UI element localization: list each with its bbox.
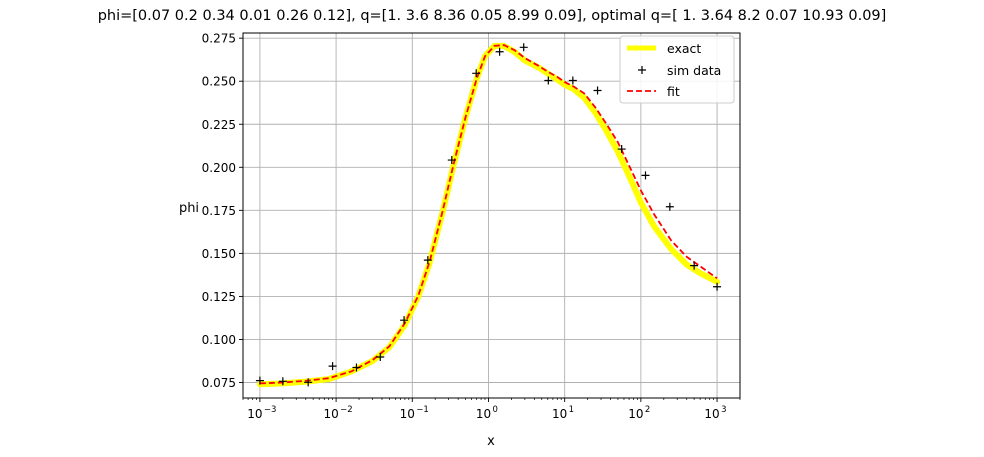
- series-layer: [255, 42, 722, 388]
- y-tick-label: 0.200: [202, 161, 236, 175]
- sim-data-point: [423, 256, 432, 265]
- sim-data-point: [328, 362, 337, 371]
- legend-sim-marker: [638, 66, 646, 74]
- y-tick-label: 0.250: [202, 75, 236, 89]
- x-tick-label: 10: [247, 407, 262, 421]
- plot-frame: [242, 32, 741, 399]
- grid-lines: [243, 33, 740, 398]
- sim-data-point: [304, 378, 313, 387]
- sim-data-point: [544, 76, 553, 85]
- legend-item: exact: [627, 41, 701, 56]
- x-tick-exponent: 0: [492, 405, 497, 415]
- y-tick-label: 0.175: [202, 204, 236, 218]
- x-tick-label: 10: [400, 407, 415, 421]
- legend-label: exact: [667, 41, 701, 56]
- x-tick-exponent: 3: [721, 405, 726, 415]
- sim-data-point: [495, 47, 504, 56]
- sim-data-point: [568, 76, 577, 85]
- x-tick-exponent: −2: [340, 405, 353, 415]
- sim-data-point: [472, 69, 481, 78]
- sim-data-point: [690, 261, 699, 270]
- x-tick-exponent: −1: [416, 405, 429, 415]
- sim-data-point: [519, 43, 528, 52]
- y-axis: 0.075 0.100 0.125 0.150 0.175 0.200 0.225 0.250…: [202, 32, 243, 390]
- y-tick-label: 0.150: [202, 247, 236, 261]
- sim-data-point: [447, 156, 456, 165]
- legend: exact sim data fit: [619, 35, 735, 104]
- sim-data-point: [376, 353, 385, 362]
- x-tick-label: 10: [628, 407, 643, 421]
- sim-data-point: [400, 316, 409, 325]
- legend-item: fit: [627, 84, 680, 99]
- sim-data-point: [665, 202, 674, 211]
- y-tick-label: 0.225: [202, 118, 236, 132]
- sim-data-point: [278, 377, 287, 386]
- x-tick-exponent: 2: [645, 405, 650, 415]
- sim-data-point: [352, 363, 361, 372]
- x-tick-label: 10: [552, 407, 567, 421]
- sim-data-point: [713, 282, 722, 291]
- x-tick-exponent: −3: [264, 405, 277, 415]
- fit-series-line: [259, 44, 718, 385]
- sim-data-point: [617, 145, 626, 154]
- sim-data-point: [641, 171, 650, 180]
- y-tick-label: 0.075: [202, 376, 236, 390]
- x-axis-label: x: [487, 434, 495, 449]
- legend-label: fit: [667, 84, 680, 99]
- y-tick-label: 0.100: [202, 333, 236, 347]
- x-tick-label: 10: [323, 407, 338, 421]
- chart-title: phi=[0.07 0.2 0.34 0.01 0.26 0.12], q=[1…: [98, 8, 887, 24]
- legend-box: [619, 35, 735, 104]
- y-axis-label: phi: [179, 201, 199, 216]
- x-axis: 10 −3 10 −2 10 −1 10 0 10 1 10 2 10 3: [242, 398, 741, 421]
- y-tick-label: 0.275: [202, 32, 236, 46]
- x-tick-label: 10: [476, 407, 491, 421]
- sim-data-point: [255, 376, 264, 385]
- x-tick-label: 10: [704, 407, 719, 421]
- y-tick-label: 0.125: [202, 290, 236, 304]
- sim-data-point: [593, 86, 602, 95]
- x-tick-exponent: 1: [569, 405, 574, 415]
- legend-label: sim data: [667, 63, 721, 78]
- legend-item: sim data: [638, 63, 721, 78]
